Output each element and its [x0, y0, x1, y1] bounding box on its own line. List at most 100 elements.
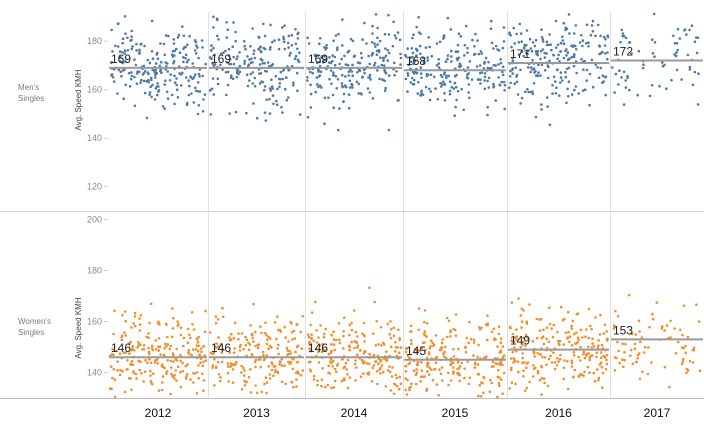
data-point	[306, 76, 309, 79]
data-point	[263, 85, 267, 88]
data-point	[127, 342, 131, 345]
data-point	[501, 73, 505, 77]
data-point	[224, 49, 227, 53]
data-point	[331, 365, 334, 368]
data-point	[663, 329, 666, 332]
data-point	[502, 80, 506, 84]
data-point	[122, 97, 125, 100]
data-point	[558, 358, 562, 361]
data-point	[430, 54, 434, 58]
data-point	[263, 382, 266, 386]
data-point	[156, 93, 159, 97]
year-label: 2012	[145, 406, 172, 420]
data-point	[270, 85, 274, 88]
data-point	[540, 63, 544, 66]
data-point	[618, 361, 621, 365]
data-point	[182, 56, 185, 59]
data-point	[514, 66, 517, 70]
data-point	[498, 351, 501, 354]
data-point	[283, 325, 287, 329]
data-point	[351, 63, 354, 67]
data-point	[163, 347, 166, 350]
data-point	[500, 80, 504, 84]
data-point	[419, 52, 422, 56]
data-point	[124, 32, 127, 35]
data-point	[616, 340, 619, 344]
data-point	[217, 345, 221, 348]
data-point	[518, 22, 522, 26]
data-point	[203, 330, 207, 334]
data-point	[295, 378, 298, 381]
data-point	[487, 86, 491, 89]
data-point	[123, 49, 127, 52]
data-point	[591, 30, 595, 33]
data-point	[264, 376, 268, 380]
data-point	[477, 52, 481, 56]
data-point	[522, 375, 525, 378]
data-point	[452, 355, 456, 358]
data-point	[587, 41, 590, 44]
data-point	[629, 348, 633, 352]
data-point	[511, 72, 514, 75]
data-point	[546, 384, 550, 388]
data-point	[591, 85, 595, 89]
data-point	[112, 80, 116, 83]
data-point	[604, 93, 607, 97]
data-point	[501, 363, 504, 367]
data-point	[316, 61, 319, 64]
data-point	[192, 328, 196, 331]
data-point	[377, 362, 380, 366]
data-point	[147, 80, 150, 84]
data-point	[467, 72, 471, 75]
data-point	[508, 325, 512, 329]
data-point	[363, 340, 366, 343]
data-point	[141, 73, 145, 76]
data-point	[282, 35, 285, 39]
data-point	[117, 68, 121, 71]
data-point	[276, 87, 279, 91]
data-point	[288, 54, 291, 57]
data-point	[620, 76, 623, 79]
data-point	[527, 90, 530, 94]
data-point	[271, 362, 274, 366]
data-point	[441, 338, 445, 341]
data-point	[145, 80, 148, 83]
data-point	[265, 342, 269, 346]
data-point	[110, 365, 113, 369]
data-point	[261, 350, 265, 354]
data-point	[556, 57, 559, 60]
data-point	[434, 87, 437, 90]
data-point	[517, 53, 521, 56]
data-point	[412, 369, 416, 373]
data-point	[587, 336, 590, 340]
data-point	[341, 18, 344, 21]
data-point	[455, 98, 458, 102]
data-point	[348, 323, 351, 327]
data-point	[254, 344, 257, 348]
data-point	[204, 309, 207, 313]
data-point	[374, 360, 377, 364]
data-point	[157, 349, 161, 352]
data-point	[113, 309, 116, 313]
data-point	[262, 358, 266, 362]
data-point	[153, 361, 157, 364]
data-point	[385, 359, 389, 362]
data-point	[317, 361, 321, 364]
data-point	[555, 86, 558, 89]
data-point	[373, 61, 377, 65]
data-point	[580, 373, 583, 377]
data-point	[197, 56, 200, 60]
data-point	[466, 46, 469, 50]
data-point	[528, 37, 532, 41]
data-point	[562, 42, 566, 46]
data-point	[529, 47, 533, 50]
data-point	[526, 66, 530, 69]
data-point	[521, 352, 524, 355]
data-point	[675, 68, 679, 72]
data-point	[661, 61, 664, 64]
data-point	[519, 345, 522, 349]
data-point	[216, 77, 220, 81]
data-point	[184, 375, 188, 378]
data-point	[268, 112, 272, 115]
data-point	[362, 321, 366, 325]
